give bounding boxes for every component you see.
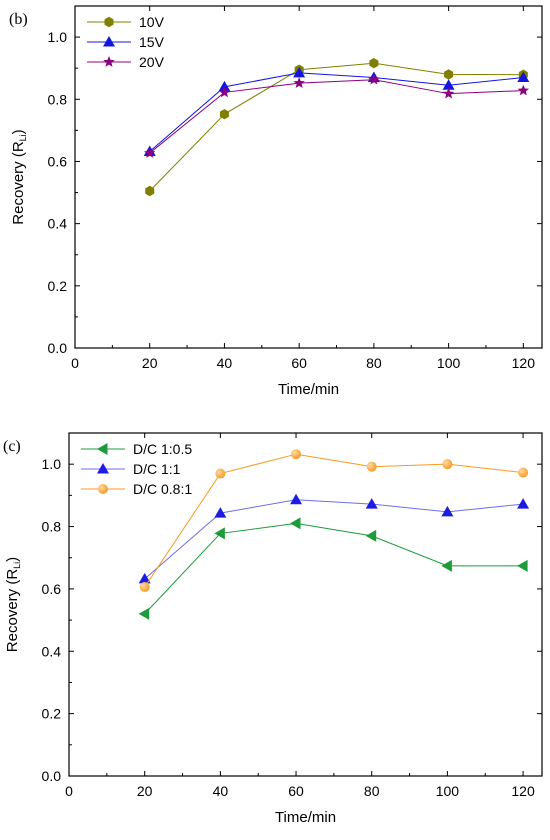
y-tick-label: 0.0 (48, 340, 68, 356)
series-2 (138, 493, 530, 584)
data-point (214, 527, 225, 540)
series-3 (139, 449, 529, 593)
legend-label: 15V (139, 34, 165, 50)
y-tick-label: 0.4 (42, 643, 62, 659)
legend: D/C 1:0.5 D/C 1:1 D/C 0.8:1 (81, 441, 192, 497)
x-tick-label: 0 (65, 783, 73, 799)
x-tick-label: 100 (437, 355, 461, 371)
data-point (218, 86, 231, 98)
data-point (368, 73, 380, 85)
series-line (149, 62, 524, 192)
data-point (293, 66, 306, 78)
data-point (369, 58, 379, 69)
data-point (517, 559, 528, 572)
x-tick-label: 20 (137, 783, 153, 799)
plot-frame (74, 5, 543, 349)
data-point (215, 468, 226, 479)
x-tick-label: 0 (71, 355, 79, 371)
plot-frame (68, 432, 543, 777)
x-tick-label: 100 (436, 783, 460, 799)
x-tick-label: 60 (288, 783, 304, 799)
panel-label: (b) (9, 11, 28, 28)
y-tick-label: 0.0 (42, 768, 62, 784)
x-tick-label: 120 (511, 783, 535, 799)
data-point (293, 77, 305, 88)
y-tick-label: 1.0 (48, 29, 68, 45)
y-tick-label: 0.6 (42, 581, 62, 597)
data-point (365, 498, 378, 509)
legend-label: 20V (139, 54, 165, 70)
data-point (366, 461, 377, 472)
x-tick-label: 80 (366, 355, 382, 371)
x-tick-label: 40 (213, 783, 229, 799)
data-point (291, 449, 302, 460)
x-tick-label: 120 (512, 355, 536, 371)
x-axis-title: Time/min (275, 809, 336, 826)
chart-panel-2: 0 20 40 60 80 100 120 0.0 0.2 0.4 0.6 0.8 1.0 Time/mi… (3, 432, 543, 826)
data-point (290, 517, 301, 530)
legend-marker (103, 36, 115, 47)
data-point (441, 559, 452, 572)
data-point (214, 507, 227, 518)
data-point (442, 87, 455, 99)
y-tick-label: 0.2 (42, 706, 62, 722)
data-point (517, 84, 530, 96)
series-line (144, 453, 524, 588)
data-point (219, 109, 229, 120)
legend-label: D/C 1:0.5 (133, 441, 192, 457)
legend-marker (97, 443, 108, 455)
series-line (149, 72, 524, 152)
legend-marker (103, 56, 115, 67)
x-tick-label: 60 (291, 355, 307, 371)
legend-marker (97, 463, 109, 474)
panel-label: (c) (3, 438, 21, 455)
y-tick-label: 0.4 (48, 216, 68, 232)
x-tick-label: 80 (364, 783, 380, 799)
series-3 (144, 73, 530, 158)
data-point (138, 607, 150, 620)
x-tick-label: 40 (217, 355, 233, 371)
series-1 (145, 58, 528, 197)
y-tick-label: 0.6 (48, 153, 68, 169)
y-tick-label: 0.8 (48, 91, 68, 107)
y-axis-title: Recovery (RLi) (4, 557, 22, 652)
y-axis-title: Recovery (RLi) (10, 129, 28, 224)
data-point (290, 493, 303, 505)
legend: 10V 15V 20V (87, 14, 165, 70)
series-line (144, 522, 524, 615)
series-line (144, 499, 524, 580)
legend-label: D/C 0.8:1 (133, 481, 192, 497)
chart-panel-1: 0 20 40 60 80 100 120 0.0 0.2 0.4 0.6 0.8 1.0 Time/mi… (9, 5, 543, 398)
data-point (139, 582, 150, 593)
series-1 (138, 517, 528, 620)
series-line (149, 79, 524, 154)
data-point (365, 529, 377, 542)
legend-marker (98, 484, 108, 494)
data-point (517, 498, 530, 509)
legend-marker (104, 16, 114, 28)
data-point (442, 459, 453, 470)
data-point (441, 505, 454, 517)
x-tick-label: 20 (142, 355, 158, 371)
data-point (145, 185, 155, 197)
y-tick-label: 0.2 (48, 278, 68, 294)
y-tick-label: 0.8 (42, 519, 62, 535)
data-point (442, 79, 455, 90)
data-point (517, 71, 530, 83)
x-axis-title: Time/min (278, 381, 339, 398)
data-point (144, 147, 156, 158)
data-point (138, 572, 151, 584)
legend-label: D/C 1:1 (133, 461, 181, 477)
data-point (518, 467, 529, 478)
data-point (444, 69, 454, 80)
y-tick-label: 1.0 (42, 456, 62, 472)
legend-label: 10V (139, 14, 165, 30)
data-point (218, 80, 231, 92)
